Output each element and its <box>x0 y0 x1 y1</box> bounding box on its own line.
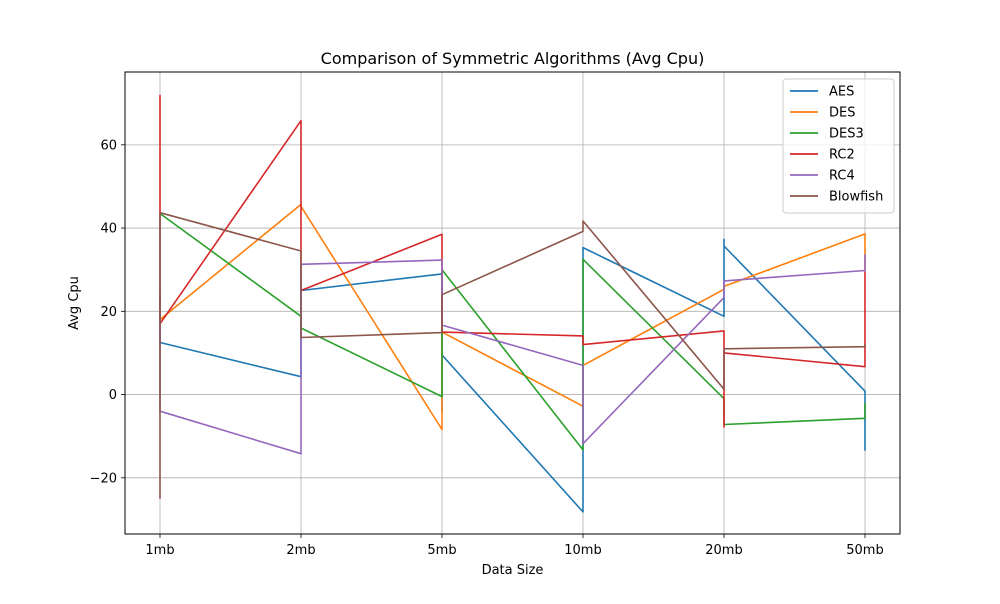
series-line-des <box>159 203 866 431</box>
y-tick-label: 60 <box>100 138 117 153</box>
x-tick-label: 10mb <box>564 543 601 558</box>
x-tick-label: 1mb <box>145 543 174 558</box>
series-layer <box>159 94 866 513</box>
y-tick-label: −20 <box>90 471 117 486</box>
legend-label: RC4 <box>829 169 855 184</box>
y-tick-label: 0 <box>109 388 117 403</box>
y-axis-label: Avg Cpu <box>67 276 82 330</box>
legend-label: DES <box>829 106 855 121</box>
y-axis: −20 0 20 40 60 <box>90 138 125 486</box>
x-axis-label: Data Size <box>482 563 544 578</box>
series-line-rc4 <box>159 254 866 455</box>
plot-area-frame <box>124 71 901 535</box>
legend-label: DES3 <box>829 127 864 142</box>
x-tick-label: 2mb <box>286 543 315 558</box>
series-line-blowfish <box>159 211 866 499</box>
chart-title: Comparison of Symmetric Algorithms (Avg … <box>321 49 705 68</box>
legend-label: AES <box>829 85 854 100</box>
series-line-rc2 <box>159 94 866 428</box>
x-tick-label: 50mb <box>846 543 883 558</box>
x-axis: 1mb 2mb 5mb 10mb 20mb 50mb <box>145 534 884 558</box>
legend: AES DES DES3 RC2 RC4 Blowfish <box>782 78 895 214</box>
x-tick-label: 5mb <box>427 543 456 558</box>
y-tick-label: 40 <box>100 222 117 237</box>
legend-label: RC2 <box>829 148 855 163</box>
legend-label: Blowfish <box>829 190 883 205</box>
x-tick-label: 20mb <box>705 543 742 558</box>
y-tick-label: 20 <box>100 305 117 320</box>
